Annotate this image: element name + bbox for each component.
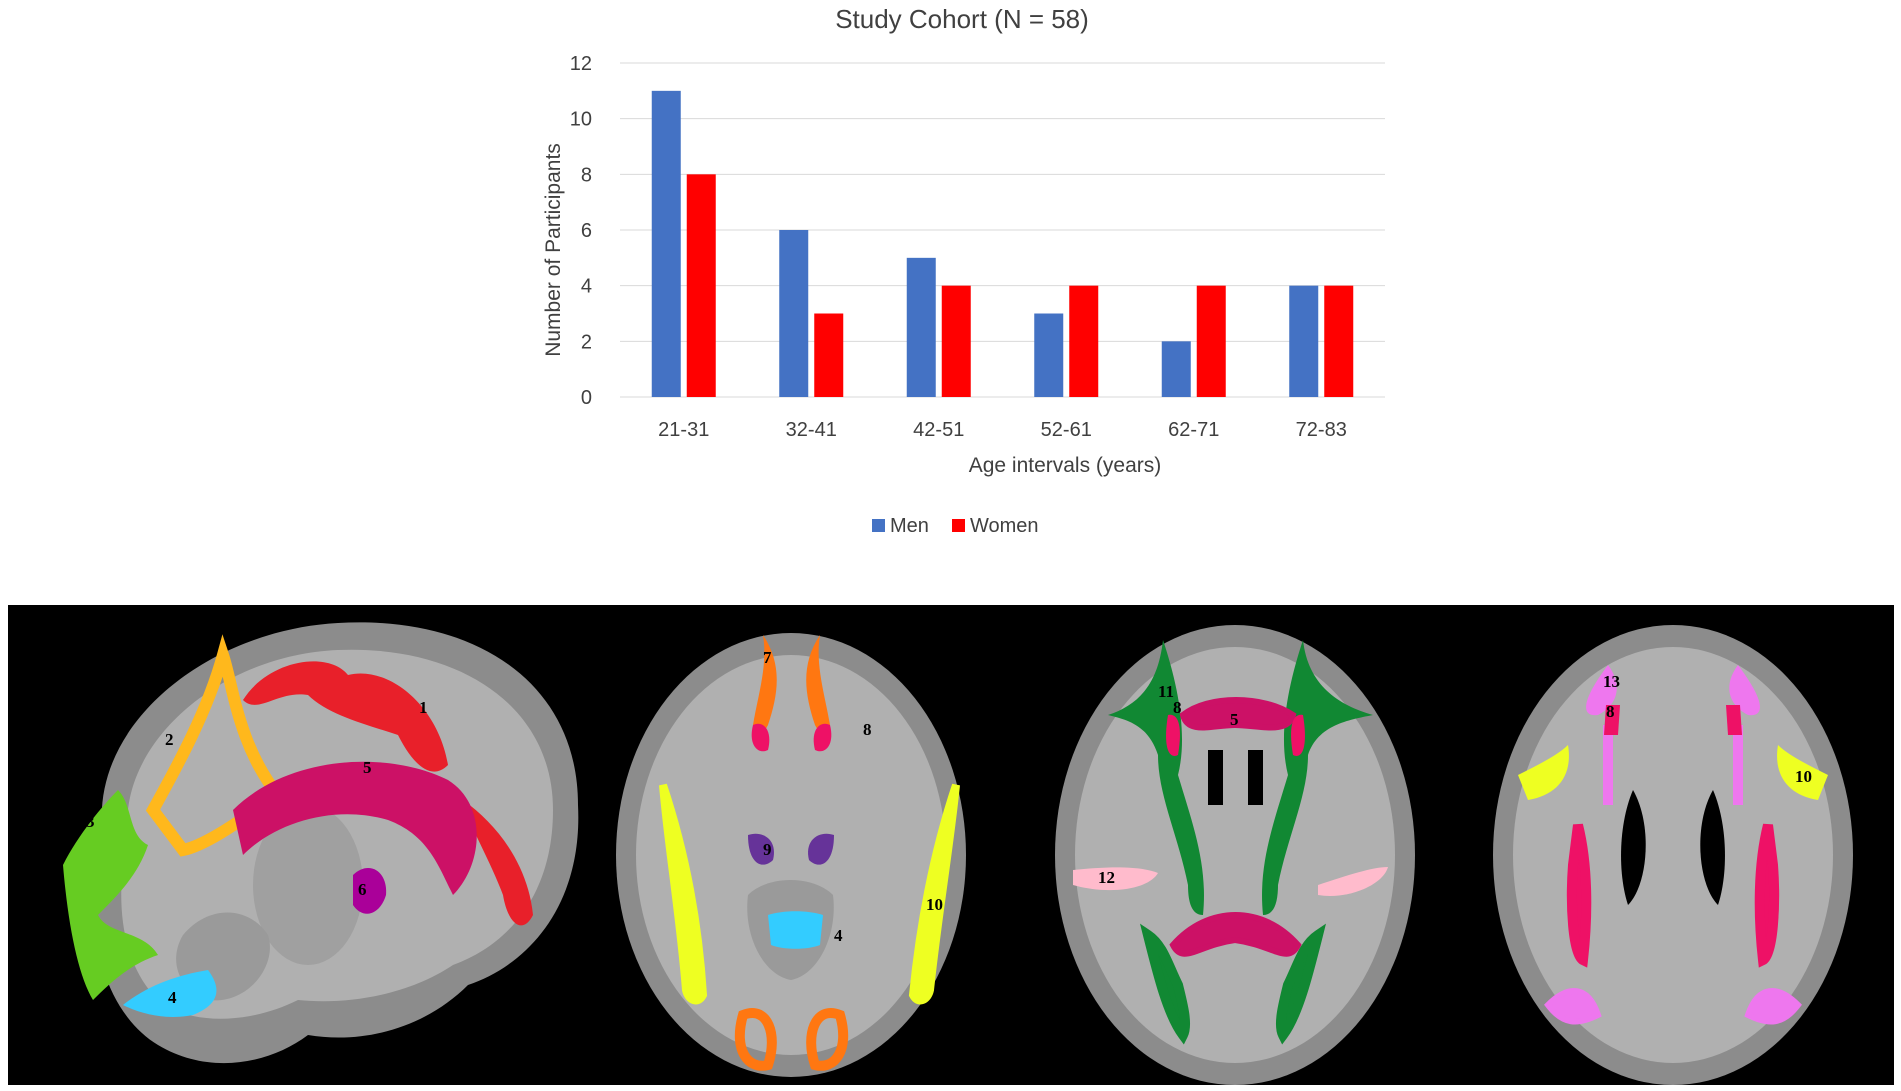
region-label-12: 12: [1098, 868, 1115, 887]
y-tick-label: 12: [570, 53, 592, 75]
bar-women-32-41: [814, 313, 844, 397]
region-3: [63, 790, 158, 1000]
region-7: [753, 635, 777, 733]
bar-women-62-71: [1196, 285, 1226, 397]
y-tick-label: 6: [581, 220, 592, 242]
region-label-13: 13: [1603, 672, 1620, 691]
brain-atlas-image: 1 2 3 4 5 6 7 8 9 10 4: [63, 622, 1853, 1085]
x-tick-label: 32-41: [786, 419, 837, 441]
brain-atlas-panel: 1 2 3 4 5 6 7 8 9 10 4: [8, 605, 1894, 1085]
bar-men-21-31: [651, 90, 681, 397]
region-label-6: 6: [358, 880, 367, 899]
y-axis-label: Number of Participants: [542, 143, 565, 357]
region-label-4b: 4: [834, 926, 843, 945]
bar-men-42-51: [906, 257, 936, 397]
x-tick-label: 42-51: [913, 419, 964, 441]
bar-women-21-31: [686, 174, 716, 397]
axial-inferior-brain-view: 7 8 9 10 4: [616, 633, 966, 1077]
chart-title: Study Cohort (N = 58): [835, 4, 1089, 34]
region-label-1: 1: [419, 698, 428, 717]
axial-middle-brain-view: 11 8 5 12: [1055, 625, 1415, 1085]
y-tick-label: 2: [581, 331, 592, 353]
region-label-5b: 5: [1230, 710, 1239, 729]
x-tick-label: 62-71: [1168, 419, 1219, 441]
x-axis-label: Age intervals (years): [969, 454, 1162, 477]
bar-women-42-51: [941, 285, 971, 397]
bar-men-32-41: [779, 230, 809, 397]
region-label-8c: 8: [1606, 702, 1615, 721]
bars: [651, 90, 1354, 397]
x-tick-label: 72-83: [1296, 419, 1347, 441]
legend: Men Women: [872, 515, 1039, 537]
y-tick-label: 10: [570, 109, 592, 131]
legend-swatch-women: [952, 519, 965, 532]
axial-superior-brain-view: 13 8 10: [1493, 625, 1853, 1085]
x-tick-label: 21-31: [658, 419, 709, 441]
bar-men-72-83: [1289, 285, 1319, 397]
region-label-4: 4: [168, 988, 177, 1007]
y-tick-label: 8: [581, 164, 592, 186]
region-13: [1586, 665, 1617, 716]
bar-men-52-61: [1034, 313, 1064, 397]
region-1: [243, 661, 448, 772]
bar-women-72-83: [1324, 285, 1354, 397]
region-5: [233, 761, 477, 895]
legend-label-men: Men: [890, 515, 929, 537]
y-tick-label: 4: [581, 276, 592, 298]
region-11: [1108, 640, 1204, 915]
x-tick-labels: 21-31 32-41 42-51 52-61 62-71 72-83: [658, 419, 1347, 441]
legend-label-women: Women: [970, 515, 1039, 537]
sagittal-brain-view: 1 2 3 4 5 6: [63, 622, 579, 1064]
x-tick-label: 52-61: [1041, 419, 1092, 441]
region-label-5: 5: [363, 758, 372, 777]
bar-men-62-71: [1161, 341, 1191, 397]
bar-chart: Study Cohort (N = 58) 0 2 4 6 8 10 12 21-31 32-…: [542, 4, 1385, 537]
region-label-8b: 8: [1173, 698, 1182, 717]
region-label-7: 7: [763, 648, 772, 667]
y-tick-labels: 0 2 4 6 8 10 12: [570, 53, 592, 409]
bar-women-52-61: [1069, 285, 1099, 397]
region-label-10b: 10: [1795, 767, 1812, 786]
region-label-11: 11: [1158, 682, 1174, 701]
chart-svg: Study Cohort (N = 58) 0 2 4 6 8 10 12 21-31 32-…: [542, 4, 1385, 537]
region-label-8a: 8: [863, 720, 872, 739]
gridlines: [620, 62, 1385, 398]
y-tick-label: 0: [581, 387, 592, 409]
region-label-3: 3: [86, 812, 95, 831]
region-label-2: 2: [165, 730, 174, 749]
region-label-10a: 10: [926, 895, 943, 914]
legend-swatch-men: [872, 519, 885, 532]
region-label-9: 9: [763, 840, 772, 859]
